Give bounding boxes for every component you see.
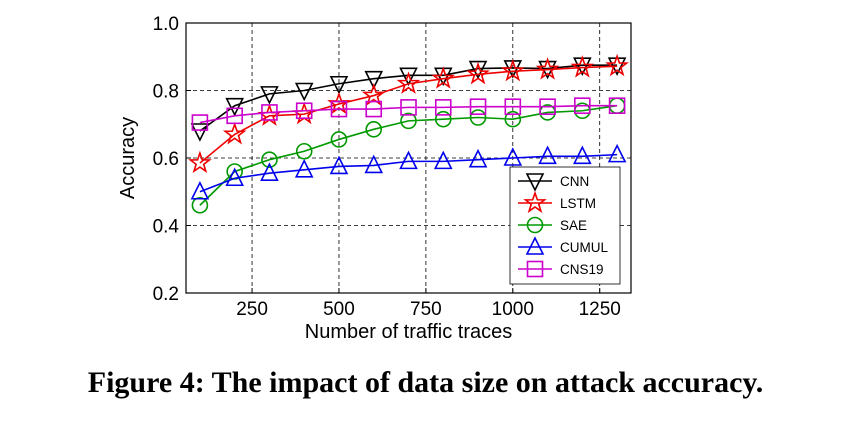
legend-label-cns19: CNS19 [560,262,604,277]
legend-label-lstm: LSTM [560,196,596,211]
data-point-lstm [431,66,456,89]
x-tick-label: 500 [323,299,355,320]
data-point-cns19 [226,107,243,125]
data-point-sae [365,121,383,138]
data-point-lstm [535,57,560,80]
y-tick-label: 1.0 [153,14,179,35]
y-tick-label: 0.8 [153,82,179,103]
data-point-cumul [225,167,244,187]
legend-marker-cns19 [526,260,544,278]
legend: CNN LSTM SAE CUMUL CNS19 [509,166,621,285]
data-point-sae [191,196,209,214]
series-line-cumul [199,153,618,193]
data-point-cns19 [191,114,209,131]
ticks: 250 500 750 1000 1250 0.2 0.4 0.6 0.8 1.0 [153,14,621,320]
data-point-lstm [222,121,247,145]
data-point-cnn [225,97,244,117]
data-point-sae [504,110,522,128]
y-tick-label: 0.6 [153,149,179,170]
data-point-cumul [503,147,523,166]
y-tick-label: 0.2 [153,284,179,305]
data-point-cnn [190,123,210,142]
data-point-cumul [573,145,592,165]
data-point-cns19 [469,98,487,115]
data-point-cumul [329,155,349,175]
data-point-lstm [292,101,317,125]
data-point-cnn [399,67,418,87]
data-point-sae [469,109,487,126]
x-tick-label: 250 [236,299,268,320]
data-point-cns19 [400,99,417,116]
data-point-cns19 [504,98,522,115]
x-tick-label: 1000 [492,299,534,320]
data-point-cnn [329,75,349,95]
y-tick-label: 0.4 [153,217,180,238]
data-point-cns19 [574,97,591,114]
data-point-lstm [361,83,386,106]
data-point-cns19 [608,97,626,114]
data-point-lstm [396,71,421,94]
data-point-cnn [468,60,488,80]
data-point-cumul [294,159,314,178]
data-point-cnn [364,70,384,90]
data-point-lstm [605,53,629,77]
series-cns19 [191,97,626,131]
legend-label-cumul: CUMUL [560,240,608,255]
data-point-cns19 [365,100,383,118]
y-axis-label: Accuracy [117,117,139,199]
x-tick-label: 750 [410,299,442,320]
data-point-cns19 [330,100,348,118]
series-line-cns19 [199,104,618,124]
data-point-sae [295,142,313,160]
legend-marker-cumul [525,236,545,255]
data-point-sae [434,110,452,128]
data-point-cnn [294,82,314,102]
data-point-cns19 [295,102,313,120]
data-point-lstm [188,150,212,174]
x-tick-label: 1250 [579,299,621,320]
data-point-cumul [399,150,418,170]
legend-label-cnn: CNN [560,174,589,189]
series-line-sae [199,104,618,206]
data-point-cumul [433,150,453,170]
data-point-cnn [260,86,279,105]
series-cumul [190,143,627,200]
legend-marker-lstm [523,190,547,214]
data-point-sae [261,151,278,168]
data-point-cumul [538,145,557,165]
x-axis-label: Number of traffic traces [305,321,512,343]
data-point-sae [400,112,417,130]
data-point-lstm [570,55,595,78]
data-point-cumul [364,154,384,174]
data-point-cns19 [539,98,556,115]
data-point-cumul [260,162,279,181]
data-point-lstm [257,103,282,126]
legend-marker-sae [526,216,544,234]
figure-caption: Figure 4: The impact of data size on att… [87,366,764,399]
data-point-cns19 [261,104,278,121]
data-point-cumul [607,143,627,163]
series-line-lstm [199,65,618,164]
legend-label-sae: SAE [560,218,587,233]
data-point-lstm [500,58,525,82]
legend-marker-cnn [525,173,545,192]
data-point-lstm [466,61,490,85]
data-point-cns19 [434,99,452,116]
data-point-cumul [468,148,488,168]
series-layer [188,53,629,214]
data-point-sae [330,131,348,148]
data-point-cumul [190,180,210,200]
